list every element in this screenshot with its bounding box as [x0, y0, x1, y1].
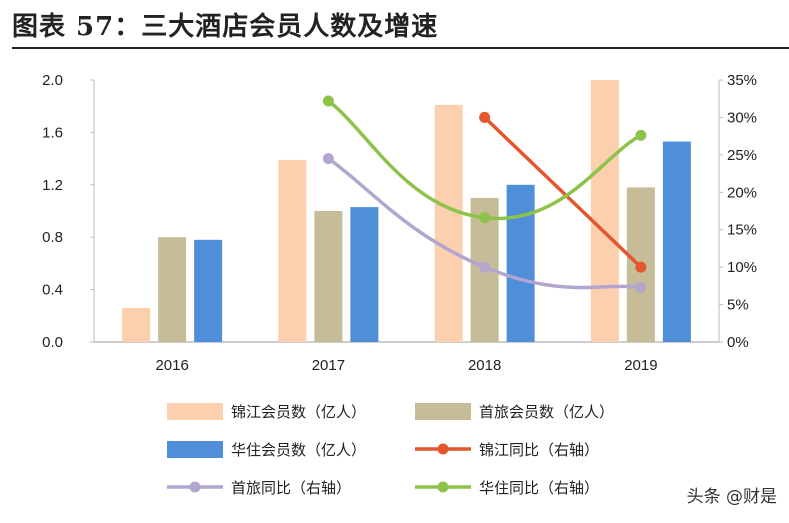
bar-3-2018 [506, 184, 535, 342]
bar-2-2016 [158, 237, 187, 342]
right-tick-label: 35% [727, 72, 757, 89]
right-tick-label: 20% [727, 184, 757, 201]
left-tick-label: 1.6 [42, 124, 63, 141]
legend-label: 锦江同比（右轴） [479, 441, 599, 459]
left-tick-label: 0.8 [42, 229, 63, 246]
line-point-2 [635, 281, 647, 293]
bar-1-2017 [278, 159, 307, 342]
line-point-3 [479, 212, 491, 224]
line-point-3 [322, 95, 334, 107]
legend-marker [189, 481, 201, 493]
x-tick-label: 2016 [155, 357, 188, 374]
legend-label: 首旅会员数（亿人） [479, 403, 614, 421]
right-tick-label: 10% [727, 259, 757, 276]
right-tick-label: 15% [727, 222, 757, 239]
line-point-1 [635, 261, 647, 273]
line-series-1 [482, 115, 643, 269]
legend-marker [437, 481, 449, 493]
right-tick-label: 30% [727, 109, 757, 126]
line-point-2 [479, 261, 491, 273]
bar-3-2016 [194, 239, 223, 342]
left-tick-label: 2.0 [42, 72, 63, 89]
x-tick-label: 2018 [468, 357, 501, 374]
right-tick-label: 0% [727, 334, 749, 351]
x-tick-label: 2017 [312, 357, 345, 374]
bar-1-2019 [590, 80, 619, 342]
legend-swatch [167, 403, 223, 420]
bar-3-2019 [662, 141, 691, 342]
legend-swatch [167, 441, 223, 458]
bar-1-2018 [434, 104, 463, 342]
bar-3-2017 [350, 207, 379, 342]
legend-label: 华住会员数（亿人） [231, 441, 366, 459]
line-point-3 [635, 129, 647, 141]
x-tick-label: 2019 [624, 357, 657, 374]
bar-2-2017 [314, 211, 343, 342]
legend-label: 华住同比（右轴） [479, 479, 599, 497]
left-tick-label: 0.0 [42, 334, 63, 351]
left-tick-label: 1.2 [42, 177, 63, 194]
chart-title: 图表 57：三大酒店会员人数及增速 [12, 12, 439, 42]
bar-1-2016 [122, 307, 151, 342]
legend-marker [437, 443, 449, 455]
watermark: 头条 @财是 [686, 487, 777, 507]
line-point-1 [479, 111, 491, 123]
right-tick-label: 25% [727, 147, 757, 164]
line-point-2 [322, 153, 334, 165]
right-tick-label: 5% [727, 297, 749, 314]
left-tick-label: 0.4 [42, 282, 63, 299]
legend-swatch [415, 403, 471, 420]
legend-label: 首旅同比（右轴） [231, 479, 351, 497]
legend-label: 锦江会员数（亿人） [231, 403, 366, 421]
title-divider [12, 47, 789, 49]
